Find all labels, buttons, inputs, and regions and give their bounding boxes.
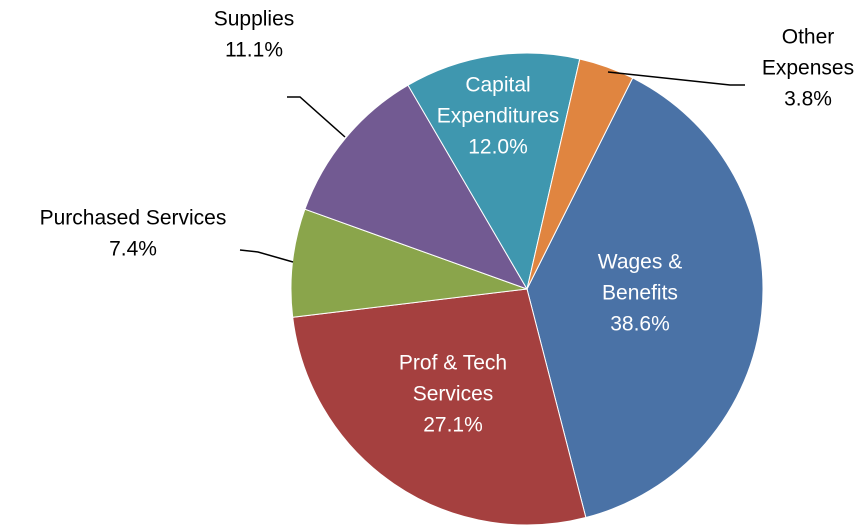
slice	[304, 84, 529, 290]
slice-label: Expenses	[762, 57, 854, 80]
value-label: 12.0%	[468, 136, 528, 159]
value-label: 3.8%	[784, 88, 832, 111]
leader-line	[607, 71, 745, 86]
slice	[526, 58, 634, 290]
slice-label: Supplies	[214, 8, 295, 31]
value-label: 38.6%	[610, 313, 670, 336]
slice-label: Wages &	[598, 251, 682, 274]
slice	[407, 52, 581, 291]
value-label: 7.4%	[109, 238, 157, 261]
slice	[292, 288, 587, 526]
value-label: 11.1%	[225, 39, 283, 62]
slice-label: Purchased Services	[40, 207, 227, 230]
slice-label: Benefits	[602, 282, 678, 305]
slice-label: Capital	[465, 74, 530, 97]
slice	[526, 77, 764, 519]
leader-line	[287, 96, 346, 138]
value-label: 27.1%	[423, 414, 483, 437]
slices	[290, 52, 764, 526]
slice-label: Services	[413, 383, 494, 406]
slice-label: Expenditures	[437, 105, 560, 128]
slice-label: Other	[782, 26, 835, 49]
slice-label: Prof & Tech	[399, 352, 507, 375]
leader-line	[239, 249, 294, 263]
leader-lines	[239, 71, 745, 263]
